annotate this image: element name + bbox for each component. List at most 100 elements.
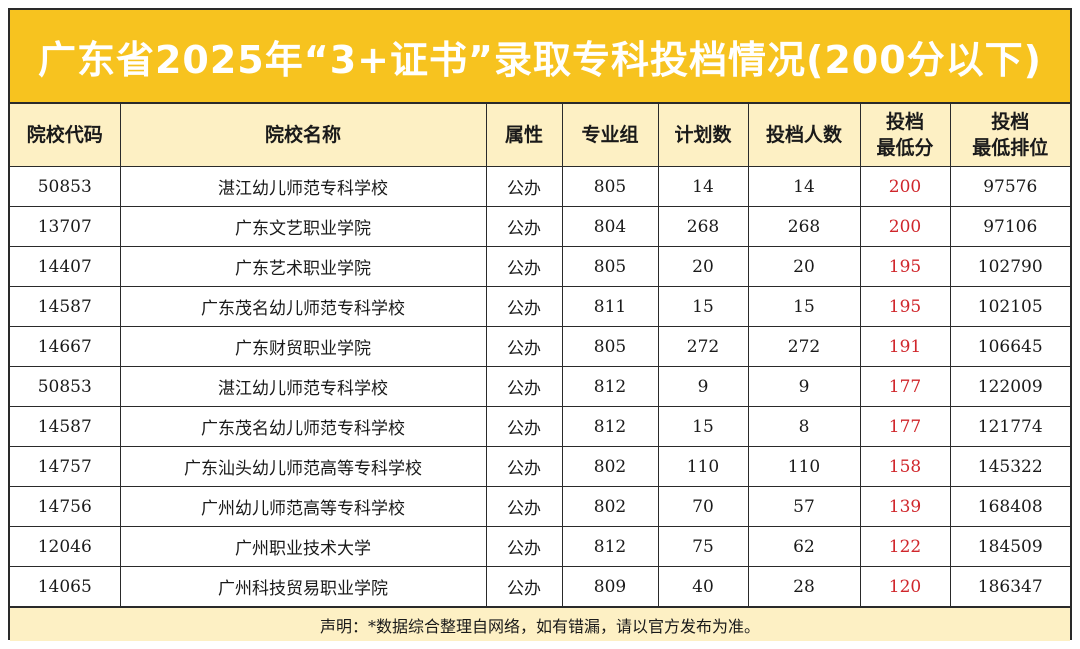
header-admitted-count: 投档人数 [747,104,861,167]
cell-school-name: 广州幼儿师范高等专科学校 [119,486,487,527]
cell-admitted-count: 8 [747,406,861,447]
admission-table: 院校代码 院校名称 属性 专业组 计划数 投档人数 投档 最低分 投档 最低排位 5… [10,104,1070,607]
cell-min-score: 200 [859,166,951,207]
cell-major-group: 812 [561,526,659,567]
cell-admitted-count: 9 [747,366,861,407]
cell-major-group: 802 [561,486,659,527]
cell-admitted-count: 268 [747,206,861,247]
cell-min-rank: 102105 [949,286,1070,327]
cell-min-rank: 122009 [949,366,1070,407]
cell-school-code: 14587 [10,286,121,327]
cell-school-name: 湛江幼儿师范专科学校 [119,166,487,207]
header-school-code: 院校代码 [10,104,121,167]
cell-school-name: 广东茂名幼儿师范专科学校 [119,406,487,447]
cell-min-rank: 145322 [949,446,1070,487]
header-plan-count: 计划数 [657,104,749,167]
cell-school-code: 14065 [10,566,121,607]
cell-school-name: 广东汕头幼儿师范高等专科学校 [119,446,487,487]
table-row: 14587 广东茂名幼儿师范专科学校 公办 812 15 8 177 121774 [10,406,1070,447]
table-row: 14407 广东艺术职业学院 公办 805 20 20 195 102790 [10,246,1070,287]
header-min-score: 投档 最低分 [859,104,951,167]
cell-min-rank: 121774 [949,406,1070,447]
cell-plan-count: 268 [657,206,749,247]
cell-min-rank: 106645 [949,326,1070,367]
cell-min-score: 195 [859,246,951,287]
cell-plan-count: 15 [657,406,749,447]
header-type: 属性 [485,104,563,167]
table-row: 13707 广东文艺职业学院 公办 804 268 268 200 97106 [10,206,1070,247]
cell-plan-count: 70 [657,486,749,527]
cell-plan-count: 110 [657,446,749,487]
cell-major-group: 802 [561,446,659,487]
table-row: 14587 广东茂名幼儿师范专科学校 公办 811 15 15 195 102105 [10,286,1070,327]
cell-min-rank: 186347 [949,566,1070,607]
cell-plan-count: 40 [657,566,749,607]
cell-school-name: 广东财贸职业学院 [119,326,487,367]
cell-school-name: 湛江幼儿师范专科学校 [119,366,487,407]
table-row: 14756 广州幼儿师范高等专科学校 公办 802 70 57 139 168408 [10,486,1070,527]
table-row: 12046 广州职业技术大学 公办 812 75 62 122 184509 [10,526,1070,567]
cell-admitted-count: 57 [747,486,861,527]
disclaimer-footer: 声明：*数据综合整理自网络，如有错漏，请以官方发布为准。 [10,607,1070,641]
cell-major-group: 805 [561,246,659,287]
header-school-name: 院校名称 [119,104,487,167]
cell-school-code: 14757 [10,446,121,487]
cell-plan-count: 15 [657,286,749,327]
cell-type: 公办 [485,566,563,607]
cell-plan-count: 75 [657,526,749,567]
cell-min-rank: 97106 [949,206,1070,247]
page-title: 广东省2025年“3+证书”录取专科投档情况(200分以下) [10,10,1070,104]
cell-min-rank: 102790 [949,246,1070,287]
cell-min-score: 195 [859,286,951,327]
table-row: 14757 广东汕头幼儿师范高等专科学校 公办 802 110 110 158 145322 [10,446,1070,487]
cell-admitted-count: 28 [747,566,861,607]
cell-major-group: 812 [561,406,659,447]
table-header-row: 院校代码 院校名称 属性 专业组 计划数 投档人数 投档 最低分 投档 最低排位 [10,104,1070,167]
cell-min-score: 191 [859,326,951,367]
cell-school-name: 广州科技贸易职业学院 [119,566,487,607]
cell-school-code: 50853 [10,166,121,207]
table-row: 50853 湛江幼儿师范专科学校 公办 805 14 14 200 97576 [10,166,1070,207]
cell-school-code: 14756 [10,486,121,527]
cell-school-name: 广东茂名幼儿师范专科学校 [119,286,487,327]
cell-major-group: 811 [561,286,659,327]
cell-min-score: 139 [859,486,951,527]
cell-type: 公办 [485,406,563,447]
cell-admitted-count: 20 [747,246,861,287]
cell-plan-count: 14 [657,166,749,207]
cell-min-score: 200 [859,206,951,247]
admission-table-card: 广东省2025年“3+证书”录取专科投档情况(200分以下) 院校代码 院校名称… [8,8,1072,641]
cell-min-score: 177 [859,366,951,407]
cell-type: 公办 [485,206,563,247]
cell-school-name: 广东艺术职业学院 [119,246,487,287]
cell-type: 公办 [485,526,563,567]
table-row: 50853 湛江幼儿师范专科学校 公办 812 9 9 177 122009 [10,366,1070,407]
cell-min-score: 177 [859,406,951,447]
cell-min-score: 158 [859,446,951,487]
header-major-group: 专业组 [561,104,659,167]
header-min-rank: 投档 最低排位 [949,104,1070,167]
cell-type: 公办 [485,366,563,407]
cell-plan-count: 272 [657,326,749,367]
cell-type: 公办 [485,326,563,367]
cell-school-code: 13707 [10,206,121,247]
cell-min-score: 120 [859,566,951,607]
cell-admitted-count: 15 [747,286,861,327]
cell-school-code: 14667 [10,326,121,367]
cell-min-rank: 168408 [949,486,1070,527]
cell-type: 公办 [485,446,563,487]
cell-major-group: 805 [561,326,659,367]
cell-type: 公办 [485,286,563,327]
cell-major-group: 809 [561,566,659,607]
cell-major-group: 805 [561,166,659,207]
cell-school-code: 14587 [10,406,121,447]
cell-plan-count: 9 [657,366,749,407]
cell-type: 公办 [485,486,563,527]
table-row: 14065 广州科技贸易职业学院 公办 809 40 28 120 186347 [10,566,1070,607]
cell-major-group: 812 [561,366,659,407]
cell-min-rank: 97576 [949,166,1070,207]
cell-school-code: 50853 [10,366,121,407]
cell-type: 公办 [485,246,563,287]
cell-min-rank: 184509 [949,526,1070,567]
cell-min-score: 122 [859,526,951,567]
